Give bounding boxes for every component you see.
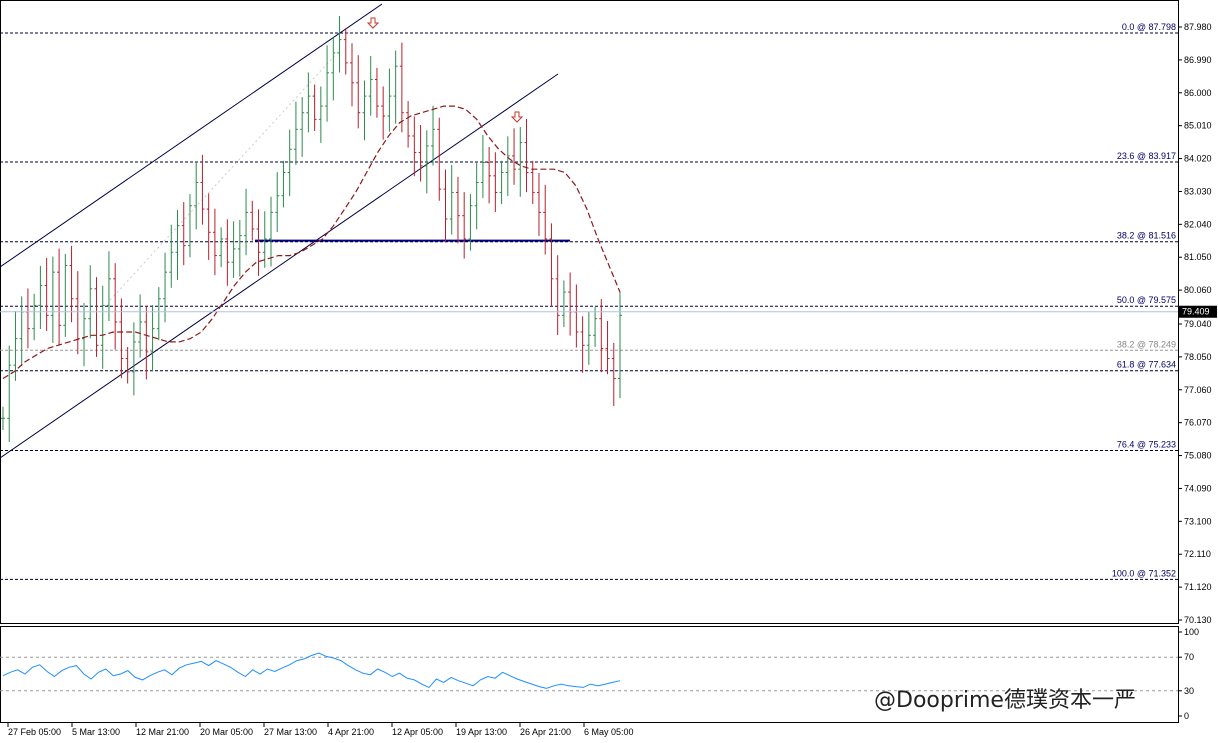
y-tick-label: 84.020 bbox=[1184, 154, 1212, 164]
channel-upper-line bbox=[0, 3, 383, 268]
fib-level-label: 50.0 @ 79.575 bbox=[1117, 295, 1176, 305]
fib-level-label: 100.0 @ 71.352 bbox=[1112, 568, 1176, 578]
fib-level-label: 38.2 @ 78.249 bbox=[1117, 339, 1176, 349]
x-tick-label: 6 May 05:00 bbox=[584, 727, 634, 737]
y-tick-label: 81.050 bbox=[1184, 252, 1212, 262]
down-arrow-icon bbox=[510, 111, 524, 123]
y-tick-label: 82.040 bbox=[1184, 219, 1212, 229]
y-tick-label: 76.070 bbox=[1184, 418, 1212, 428]
y-axis: 87.980 86.990 86.000 85.010 84.020 83.030 82.0… bbox=[0, 22, 1217, 625]
osc-y-tick-label: 0 bbox=[1184, 711, 1189, 721]
price-bars bbox=[1, 16, 622, 442]
fib-level-label: 0.0 @ 87.798 bbox=[1122, 22, 1176, 32]
x-tick-label: 20 Mar 05:00 bbox=[200, 727, 253, 737]
x-tick-label: 19 Apr 13:00 bbox=[456, 727, 507, 737]
moving-average bbox=[2, 105, 621, 380]
current-price-box bbox=[1179, 305, 1217, 318]
y-tick-label: 79.040 bbox=[1184, 319, 1212, 329]
oscillator-frame bbox=[0, 626, 1179, 723]
y-tick-label: 86.990 bbox=[1184, 55, 1212, 65]
oscillator-line bbox=[2, 652, 621, 689]
y-tick-label: 85.010 bbox=[1184, 121, 1212, 131]
y-tick-label: 86.000 bbox=[1184, 88, 1212, 98]
down-arrow-icon bbox=[366, 17, 380, 29]
ma-line bbox=[2, 105, 621, 380]
y-tick-label: 73.100 bbox=[1184, 516, 1212, 526]
fib-trend-line bbox=[109, 49, 341, 301]
channel-lower-line bbox=[0, 73, 559, 459]
y-tick-label: 75.080 bbox=[1184, 451, 1212, 461]
y-tick-label: 74.090 bbox=[1184, 483, 1212, 493]
y-tick-label: 77.060 bbox=[1184, 385, 1212, 395]
y-tick-label: 78.050 bbox=[1184, 352, 1212, 362]
osc-y-tick-label: 100 bbox=[1184, 627, 1199, 637]
watermark-text: @Dooprime德璞资本一严 bbox=[874, 688, 1136, 713]
annotations bbox=[0, 3, 570, 459]
osc-y-tick-label: 30 bbox=[1184, 686, 1194, 696]
x-tick-label: 27 Feb 05:00 bbox=[8, 727, 61, 737]
y-tick-label: 72.110 bbox=[1184, 549, 1211, 559]
fibonacci-levels: 0.0 @ 87.798 23.6 @ 83.917 38.2 @ 81.516 50… bbox=[0, 22, 1178, 580]
y-tick-label: 71.120 bbox=[1184, 582, 1212, 592]
fib-level-label: 23.6 @ 83.917 bbox=[1117, 151, 1176, 161]
x-tick-label: 5 Mar 13:00 bbox=[72, 727, 120, 737]
y-tick-label: 70.130 bbox=[1184, 615, 1212, 625]
x-tick-label: 12 Apr 05:00 bbox=[392, 727, 443, 737]
x-tick-label: 27 Mar 13:00 bbox=[264, 727, 317, 737]
x-tick-label: 12 Mar 21:00 bbox=[136, 727, 189, 737]
fib-level-label: 38.2 @ 81.516 bbox=[1117, 231, 1176, 241]
oscillator-panel: 100 70 30 0 bbox=[0, 627, 1199, 721]
x-axis: 27 Feb 05:00 5 Mar 13:00 12 Mar 21:00 20 Ma… bbox=[7, 723, 634, 737]
x-tick-label: 26 Apr 21:00 bbox=[520, 727, 571, 737]
x-tick-label: 4 Apr 21:00 bbox=[328, 727, 374, 737]
y-tick-label: 87.980 bbox=[1184, 22, 1212, 32]
y-tick-label: 80.060 bbox=[1184, 285, 1212, 295]
fib-level-label: 61.8 @ 77.634 bbox=[1117, 360, 1176, 370]
y-tick-label: 83.030 bbox=[1184, 186, 1212, 196]
fib-level-label: 76.4 @ 75.233 bbox=[1117, 439, 1176, 449]
osc-y-tick-label: 70 bbox=[1184, 652, 1194, 662]
current-price-label: 79.409 bbox=[1182, 307, 1210, 317]
